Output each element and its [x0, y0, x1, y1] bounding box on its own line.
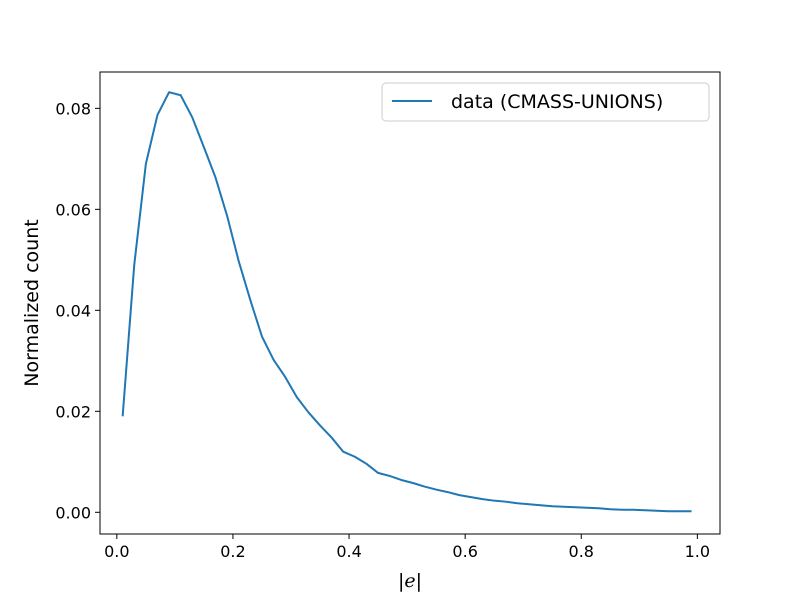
- x-tick-label: 0.4: [336, 542, 361, 561]
- y-tick-label: 0.04: [55, 301, 91, 320]
- legend-label: data (CMASS-UNIONS): [451, 91, 663, 113]
- x-tick-label: 1.0: [685, 542, 710, 561]
- y-tick-label: 0.02: [55, 402, 91, 421]
- legend-box: [381, 82, 710, 122]
- plot-area: [100, 72, 720, 534]
- x-tick-label: 0.0: [104, 542, 129, 561]
- y-tick-label: 0.08: [55, 99, 91, 118]
- legend: data (CMASS-UNIONS): [381, 82, 710, 122]
- plot-frame: [99, 71, 721, 535]
- y-tick-label: 0.00: [55, 503, 91, 522]
- y-axis-label: Normalized count: [21, 219, 43, 386]
- y-axis-ticks: 0.00 0.02 0.04 0.06 0.08: [55, 99, 100, 522]
- x-axis-ticks: 0.0 0.2 0.4 0.6 0.8 1.0: [104, 534, 710, 561]
- x-tick-label: 0.8: [569, 542, 594, 561]
- y-tick-label: 0.06: [55, 200, 91, 219]
- x-tick-label: 0.2: [220, 542, 245, 561]
- series-line: [121, 91, 692, 513]
- x-axis-label: |e|: [398, 570, 422, 592]
- x-tick-label: 0.6: [452, 542, 477, 561]
